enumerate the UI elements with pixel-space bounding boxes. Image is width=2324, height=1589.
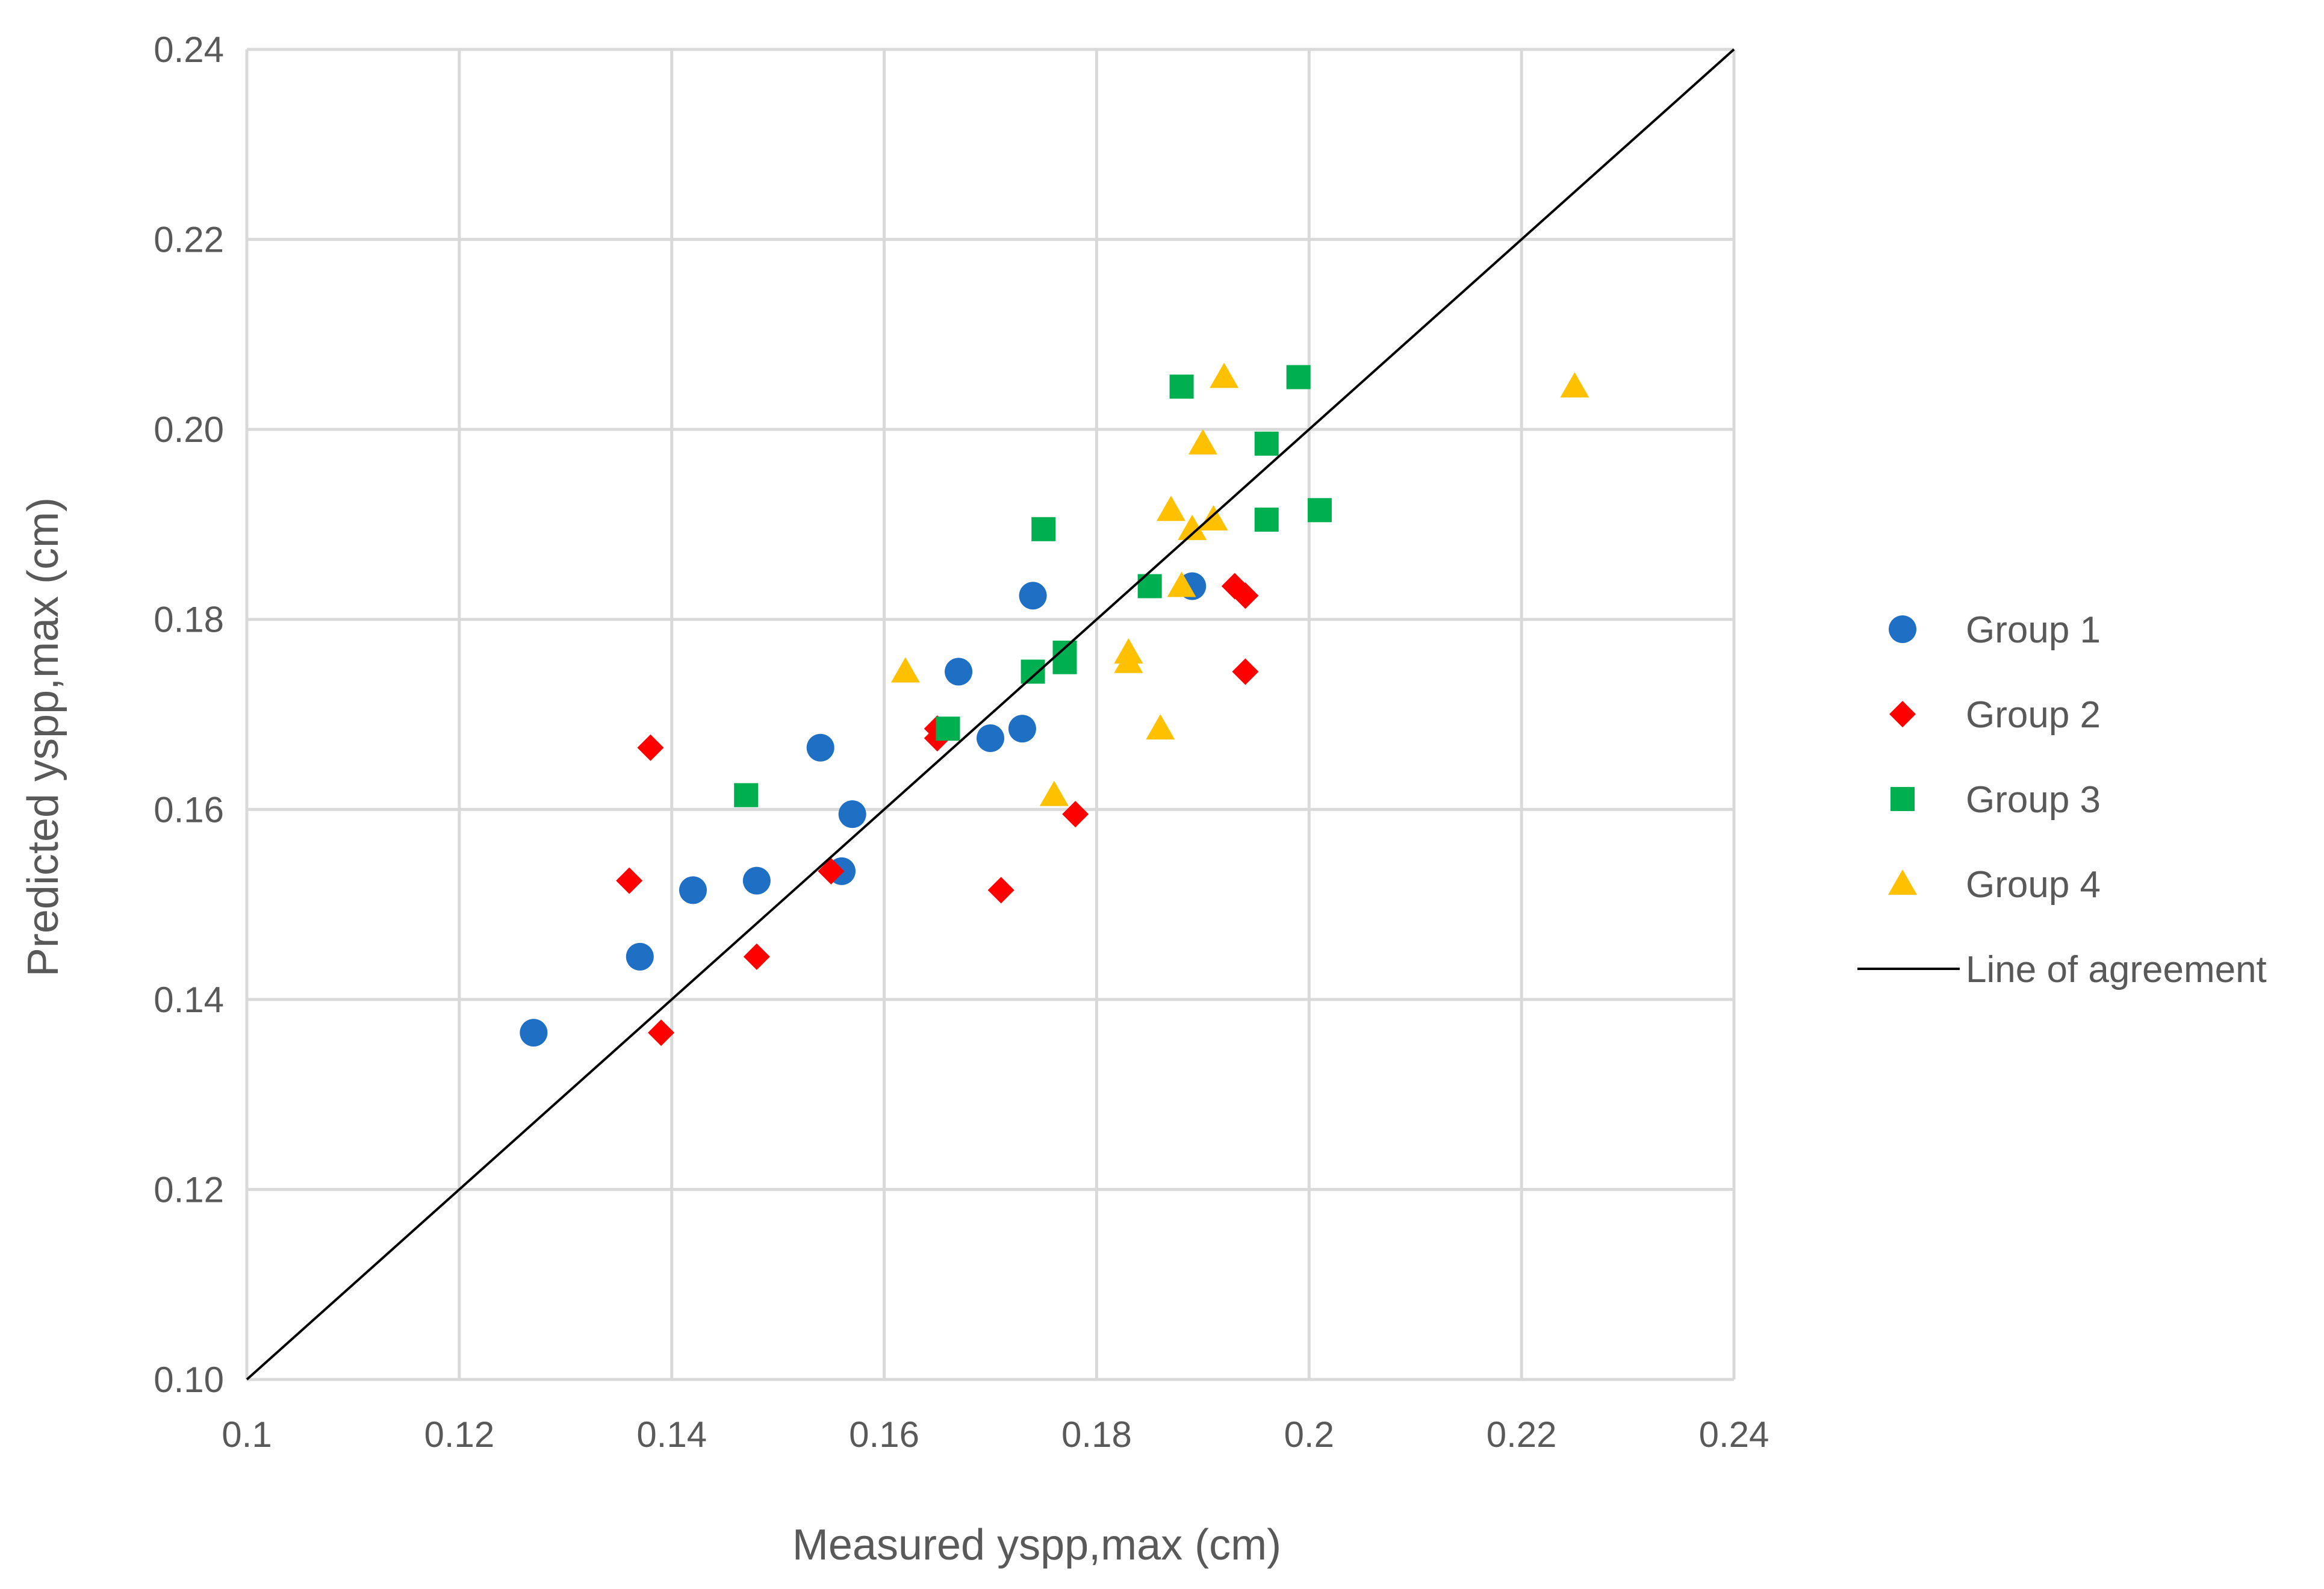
series-line-of-agreement [246,48,1735,1381]
group-3-point [1254,508,1279,532]
group-4-point [1178,514,1207,540]
group-3-point [1031,517,1056,541]
group-2-point [1232,582,1259,609]
group-2-point [1062,801,1089,828]
x-tick-label: 0.16 [849,1414,919,1455]
y-tick-label: 0.14 [154,980,224,1020]
group-4-point [1188,429,1217,455]
x-tick-label: 0.18 [1061,1414,1132,1455]
x-tick-label: 0.12 [424,1414,494,1455]
legend-swatch-diamond [1889,701,1916,727]
group-4-point [1039,780,1069,806]
y-tick-label: 0.20 [154,409,224,450]
group-2-point [648,1019,675,1046]
y-tick-label: 0.18 [154,600,224,640]
group-1-point [679,876,707,904]
group-1-point [520,1019,548,1047]
group-3-point [734,783,759,807]
group-4-point [1156,496,1185,521]
group-3-point [1137,574,1162,599]
y-axis-label: Predicted yspp,max (cm) [19,497,67,977]
group-1-point [742,866,771,895]
legend-swatch-square [1891,787,1915,811]
x-axis-label: Measured yspp,max (cm) [792,1521,1281,1569]
group-4-point [1210,362,1239,388]
group-1-point [626,942,654,971]
x-tick-label: 0.22 [1487,1414,1557,1455]
group-1-point [977,724,1004,752]
group-1-point [806,733,834,762]
group-3-point [1052,650,1077,674]
series-group-4 [890,362,1589,806]
group-3-point [1169,375,1194,399]
legend-swatch-circle [1889,615,1916,643]
group-4-point [1114,647,1143,673]
grid-lines [245,48,1736,1381]
y-tick-label: 0.24 [154,30,224,70]
legend-swatch-triangle [1888,869,1917,895]
group-4-point [1146,714,1175,740]
y-tick-label: 0.12 [154,1169,224,1210]
group-4-point [1167,571,1196,597]
group-2-point [637,734,664,761]
x-tick-label: 0.24 [1699,1414,1769,1455]
y-tick-label: 0.10 [154,1360,224,1400]
group-2-point [743,943,770,970]
group-2-point [616,867,643,894]
group-4-point [1199,505,1228,531]
group-3-point [1254,431,1279,456]
group-3-point [1286,365,1311,390]
legend-label: Group 1 [1966,609,2101,651]
x-tick-label: 0.2 [1284,1414,1334,1455]
x-tick-label: 0.14 [636,1414,707,1455]
axis-ticks: 0.1 0.12 0.14 0.16 0.18 0.2 0.22 0.24 0.10 0.12 0.… [154,30,1769,1455]
group-1-point [838,800,866,829]
group-4-point [1560,372,1589,398]
group-1-point [1019,582,1047,610]
data-series [246,48,1735,1381]
group-4-point [890,657,920,683]
group-3-point [1307,498,1332,523]
group-1-point [1008,715,1036,743]
legend: Group 1 Group 2 Group 3 Group 4 Line of agre… [1857,609,2267,990]
y-tick-label: 0.16 [154,789,224,830]
x-tick-label: 0.1 [222,1414,272,1455]
group-2-point [987,877,1014,904]
legend-label: Group 4 [1966,864,2101,906]
series-group-3 [734,365,1332,807]
agreement-line [246,48,1735,1381]
group-1-point [945,658,973,686]
legend-label: Line of agreement [1966,949,2267,990]
group-3-point [936,717,960,741]
group-3-point [1021,659,1045,684]
group-2-point [818,857,845,885]
group-2-point [1232,658,1259,685]
legend-label: Group 2 [1966,694,2101,736]
y-tick-label: 0.22 [154,220,224,260]
legend-label: Group 3 [1966,779,2101,821]
